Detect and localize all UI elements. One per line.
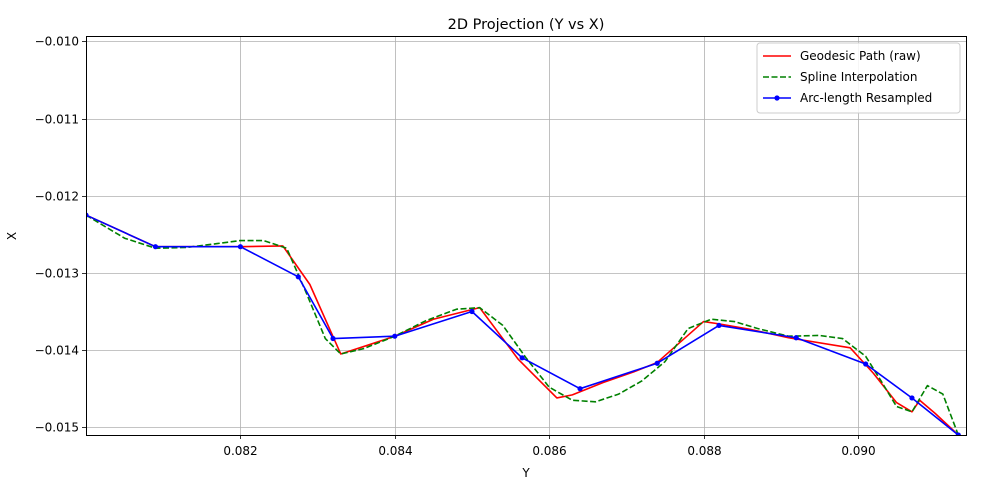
chart-title: 2D Projection (Y vs X) [448,17,605,33]
legend-label-spline-interpolation: Spline Interpolation [800,70,918,84]
series-point-arc-length-resampled [654,360,660,366]
plot-frame [86,36,967,436]
x-tick-label: 0.090 [841,444,875,458]
legend: Geodesic Path (raw) Spline Interpolation A… [756,42,961,114]
legend-label-geodesic-path-raw: Geodesic Path (raw) [800,49,921,63]
x-tick-label: 0.084 [378,444,412,458]
legend-marker-arc-length-resampled [774,95,780,101]
series-point-arc-length-resampled [909,395,915,401]
series-point-arc-length-resampled [793,335,799,341]
y-tick-label: −0.010 [35,35,79,49]
x-tick-label: 0.088 [687,444,721,458]
x-tick-label: 0.086 [532,444,566,458]
series-point-arc-length-resampled [295,274,301,280]
series-point-arc-length-resampled [469,308,475,315]
legend-label-arc-length-resampled: Arc-length Resampled [800,91,932,105]
series-point-arc-length-resampled [716,322,722,329]
series-point-arc-length-resampled [392,333,398,339]
y-tick-label: −0.012 [35,190,79,204]
series-point-arc-length-resampled [577,386,583,392]
x-axis-label: Y [521,466,530,480]
x-tick-label: 0.082 [223,444,257,458]
y-tick-label: −0.014 [35,344,79,358]
series-point-arc-length-resampled [955,432,961,435]
legend-box [756,42,961,114]
y-tick-label: −0.015 [35,421,79,435]
y-axis-label: X [5,232,19,240]
series-point-arc-length-resampled [519,355,525,361]
y-tick-label: −0.013 [35,267,79,281]
axis-ticks: 0.082 0.084 0.086 0.088 0.090 −0.015 −0.014 −0.… [35,35,876,459]
plot-data [86,212,961,435]
series-point-arc-length-resampled [863,361,869,367]
series-line-spline-interpolation [86,214,960,435]
series-point-arc-length-resampled [237,244,243,250]
series-point-arc-length-resampled [152,244,159,250]
y-tick-label: −0.011 [35,113,79,127]
grid [86,36,966,435]
series-point-arc-length-resampled [330,335,336,342]
